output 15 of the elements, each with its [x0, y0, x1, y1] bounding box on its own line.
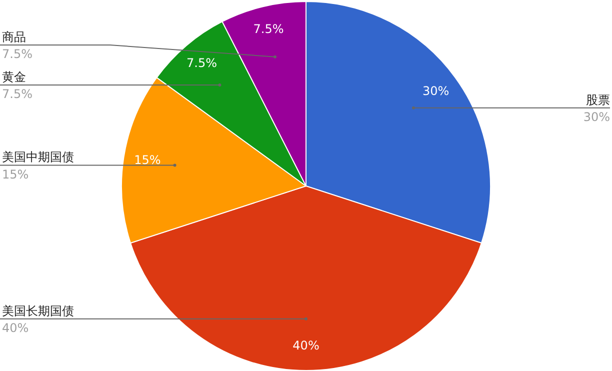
text: 40%: [2, 320, 29, 335]
slice-label: 黄金: [2, 70, 26, 84]
text: 15%: [2, 167, 29, 182]
text: 7.5%: [2, 47, 32, 62]
slice-label: 商品: [2, 30, 26, 44]
data-label: 7.5%: [186, 56, 218, 70]
slice-label: 美国长期国债: [2, 304, 74, 318]
slice-label: 股票: [586, 92, 610, 107]
data-label: 7.5%: [253, 22, 284, 36]
data-label: 30%: [422, 84, 450, 98]
slice-label: 美国中期国债: [2, 150, 74, 164]
data-label: 15%: [134, 153, 161, 168]
text: 30%: [583, 110, 610, 124]
text: 7.5%: [2, 87, 32, 102]
data-label: 40%: [292, 338, 320, 353]
